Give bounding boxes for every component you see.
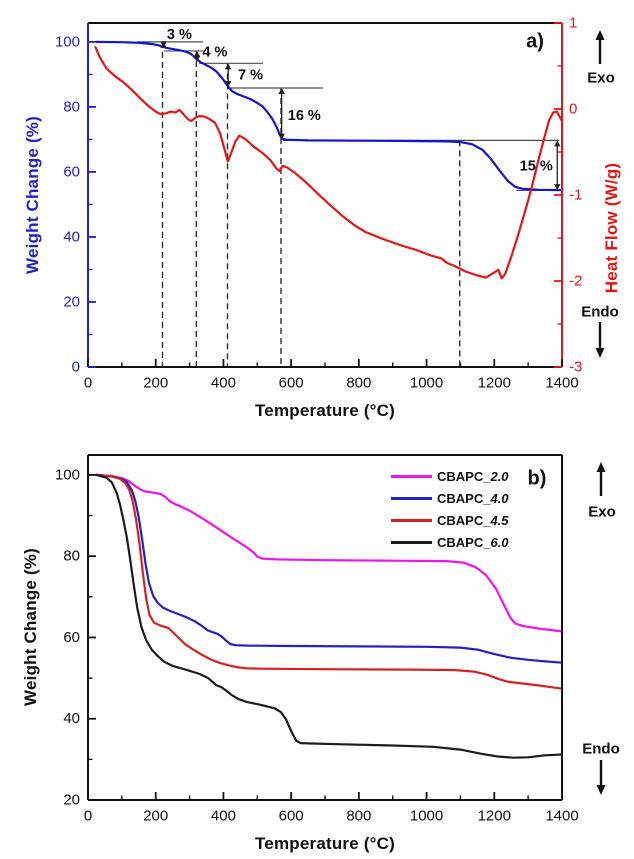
- legend-item: CBAPC_2.0: [391, 465, 509, 487]
- x-tick-label: 400: [211, 808, 236, 825]
- chart-b-legend: CBAPC_2.0 CBAPC_4.0 CBAPC_4.5 CBAPC_6.0: [391, 465, 509, 553]
- x-tick-label: 200: [143, 375, 168, 392]
- y-tick-label: 80: [63, 98, 80, 115]
- y-tick-label: 40: [63, 710, 80, 727]
- step-arrow: [278, 88, 285, 140]
- x-tick-label: 600: [279, 375, 304, 392]
- x-axis-ticks: 0 200 400 600 800 1000 1200 1400: [84, 359, 579, 392]
- left-axis-ticks: 20 40 60 80 100: [55, 466, 96, 809]
- step-arrow: [193, 50, 201, 62]
- step-arrow: [224, 63, 232, 88]
- y-tick-label: 60: [63, 163, 80, 180]
- y-tick-label: 0: [72, 359, 80, 376]
- chart-b-plot: 0 200 400 600 800 1000 1200 1400 20 40 60 80 100: [55, 454, 606, 825]
- x-tick-label: 0: [84, 808, 92, 825]
- x-axis-ticks: 0 200 400 600 800 1000 1200 1400: [84, 792, 579, 825]
- x-tick-label: 600: [279, 808, 304, 825]
- x-tick-label: 1400: [545, 375, 578, 392]
- chart-a-endo-label: Endo: [581, 303, 619, 321]
- series-CBAPC_4.5: [95, 473, 564, 690]
- series-CBAPC_6.0: [95, 473, 564, 759]
- right-tick-label: 1: [569, 15, 577, 32]
- x-tick-label: 800: [346, 375, 371, 392]
- legend-item: CBAPC_4.5: [391, 509, 509, 531]
- annotation-label: 4 %: [202, 44, 227, 60]
- y-tick-label: 20: [63, 293, 80, 310]
- right-tick-label: 0: [569, 101, 577, 118]
- y-tick-label: 60: [63, 629, 80, 646]
- chart-b-panel-label: b): [527, 467, 547, 490]
- annotation-label: 15 %: [520, 159, 553, 175]
- chart-b-endo-label: Endo: [582, 740, 620, 758]
- step-arrow: [160, 41, 167, 48]
- y-tick-label: 40: [63, 228, 80, 245]
- right-axis-ticks: 1 0 -1 -2 -3: [554, 15, 582, 376]
- chart-b-x-axis-title: Temperature (°C): [254, 834, 396, 853]
- legend-line-swatch: [391, 518, 432, 522]
- annotation-label: 3 %: [167, 27, 192, 43]
- chart-a-plot: 0 200 400 600 800 1000 1200 1400 0 20 40 60 80 100 1 0 -…: [55, 15, 605, 392]
- legend-item: CBAPC_6.0: [391, 531, 509, 553]
- x-tick-label: 0: [84, 375, 92, 392]
- legend-line-swatch: [391, 474, 432, 478]
- exo-arrow-icon: [596, 462, 606, 496]
- legend-line-swatch: [391, 496, 432, 500]
- y-tick-label: 100: [55, 33, 80, 50]
- chart-a-x-axis-title: Temperature (°C): [254, 401, 396, 420]
- y-tick-label: 20: [63, 792, 80, 809]
- chart-a-right-axis-title: Heat Flow (W/g): [602, 162, 621, 294]
- chart-b-exo-label: Exo: [588, 503, 616, 521]
- series-Weight Change: [95, 40, 564, 192]
- x-tick-label: 800: [346, 808, 371, 825]
- series-CBAPC_2.0: [95, 473, 564, 633]
- x-tick-label: 1400: [545, 808, 578, 825]
- legend-item: CBAPC_4.0: [391, 487, 509, 509]
- right-tick-label: -2: [569, 273, 582, 290]
- right-tick-label: -3: [569, 359, 582, 376]
- chart-b-y-axis-title: Weight Change (%): [21, 548, 40, 706]
- legend-line-swatch: [391, 540, 432, 544]
- series-Heat Flow: [94, 45, 564, 280]
- legend-label: CBAPC_2.0: [437, 468, 509, 484]
- endo-arrow-icon: [596, 760, 606, 795]
- series-CBAPC_4.0: [95, 473, 564, 664]
- chart-a-panel-label: a): [526, 30, 544, 53]
- y-tick-label: 100: [55, 466, 80, 483]
- y-tick-label: 80: [63, 548, 80, 565]
- x-tick-label: 400: [211, 375, 236, 392]
- legend-label: CBAPC_4.5: [437, 512, 509, 528]
- x-tick-label: 1000: [410, 808, 443, 825]
- step-arrow: [554, 140, 561, 191]
- legend-label: CBAPC_6.0: [437, 534, 509, 550]
- endo-arrow-icon: [595, 322, 605, 358]
- x-tick-label: 1200: [478, 375, 511, 392]
- chart-a-y-axis-title: Weight Change (%): [23, 116, 42, 274]
- right-tick-label: -1: [569, 187, 582, 204]
- annotation-label: 7 %: [238, 67, 263, 83]
- x-tick-label: 1000: [410, 375, 443, 392]
- annotation-label: 16 %: [288, 108, 321, 124]
- x-tick-label: 200: [143, 808, 168, 825]
- legend-label: CBAPC_4.0: [437, 490, 509, 506]
- left-axis-ticks: 0 20 40 60 80 100: [55, 33, 96, 376]
- exo-arrow-icon: [595, 30, 605, 64]
- x-tick-label: 1200: [478, 808, 511, 825]
- chart-a-exo-label: Exo: [587, 69, 615, 87]
